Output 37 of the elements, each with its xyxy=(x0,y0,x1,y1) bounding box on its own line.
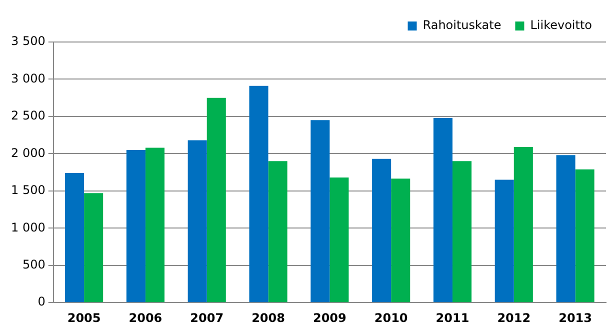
x-tick-label: 2006 xyxy=(128,310,162,325)
bar xyxy=(556,155,576,302)
x-tick-label: 2010 xyxy=(374,310,408,325)
bar xyxy=(391,178,410,302)
y-tick-label: 2 000 xyxy=(10,146,46,160)
y-tick-label: 1 500 xyxy=(10,183,46,198)
bar xyxy=(65,173,84,302)
x-tick-label: 2008 xyxy=(252,310,285,325)
x-tick-label: 2013 xyxy=(558,310,592,325)
bar xyxy=(145,148,164,302)
x-tick-label: 2005 xyxy=(67,310,101,325)
bar xyxy=(452,161,472,302)
y-tick-label: 3 500 xyxy=(10,34,46,48)
y-tick-label: 3 000 xyxy=(10,71,46,86)
legend-label: Liikevoitto xyxy=(530,18,592,32)
bar xyxy=(310,120,330,302)
bar xyxy=(433,118,452,302)
y-tick-label: 1 000 xyxy=(10,220,46,234)
bar xyxy=(126,150,146,302)
y-tick-label: 500 xyxy=(22,257,46,272)
y-tick-label: 2 500 xyxy=(10,108,46,123)
bar xyxy=(249,86,268,302)
bar xyxy=(84,193,104,302)
bar xyxy=(514,146,533,302)
x-tick-label: 2011 xyxy=(436,310,470,325)
bar xyxy=(372,158,392,302)
x-tick-label: 2007 xyxy=(190,310,224,325)
x-tick-label: 2012 xyxy=(497,310,531,325)
bar xyxy=(330,178,349,302)
legend-label: Rahoituskate xyxy=(422,18,502,32)
bar xyxy=(494,180,514,302)
bar xyxy=(575,169,594,302)
bar xyxy=(206,98,226,302)
bar xyxy=(268,161,288,302)
x-tick-label: 2009 xyxy=(312,310,346,325)
y-tick-label: 0 xyxy=(38,294,46,309)
bar xyxy=(188,140,207,302)
